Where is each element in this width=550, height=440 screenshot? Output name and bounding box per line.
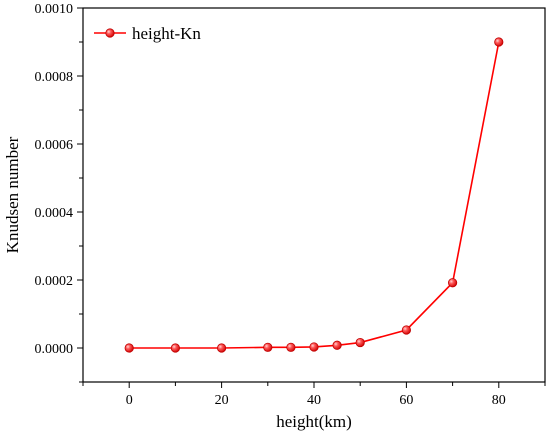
data-point	[447, 278, 458, 288]
data-point	[494, 37, 504, 47]
data-point	[170, 343, 180, 353]
plot-frame	[82, 7, 546, 383]
x-axis-title: height(km)	[276, 412, 352, 431]
x-tick-label: 40	[307, 393, 321, 408]
series-line	[129, 41, 500, 349]
data-point	[332, 340, 342, 350]
x-tick-label: 20	[215, 393, 229, 408]
legend: height-Kn	[94, 24, 201, 43]
y-tick-label: 0.0002	[35, 274, 74, 289]
y-axis-title: Knudsen number	[3, 136, 22, 253]
data-point	[217, 343, 227, 353]
legend-label: height-Kn	[132, 24, 201, 43]
y-tick-label: 0.0000	[35, 342, 74, 357]
y-tick-label: 0.0004	[35, 206, 74, 221]
data-point	[286, 342, 296, 352]
plot-border	[82, 7, 546, 383]
data-point	[401, 325, 411, 335]
x-tick-label: 80	[492, 393, 506, 408]
y-tick-label: 0.0006	[35, 138, 74, 153]
x-tick-label: 0	[126, 393, 133, 408]
legend-marker	[105, 28, 115, 38]
data-point	[124, 343, 134, 353]
y-tick-label: 0.0008	[35, 70, 74, 85]
x-axis: 0 20 40 60 80	[82, 382, 546, 408]
x-tick-label: 60	[399, 393, 413, 408]
series-layer	[124, 37, 504, 353]
y-axis: 0.0000 0.0002 0.0004 0.0006 0.0008 0.0010	[35, 2, 83, 383]
y-tick-label: 0.0010	[35, 2, 74, 17]
data-point	[355, 337, 365, 348]
data-point	[263, 342, 273, 352]
data-point	[309, 342, 319, 352]
